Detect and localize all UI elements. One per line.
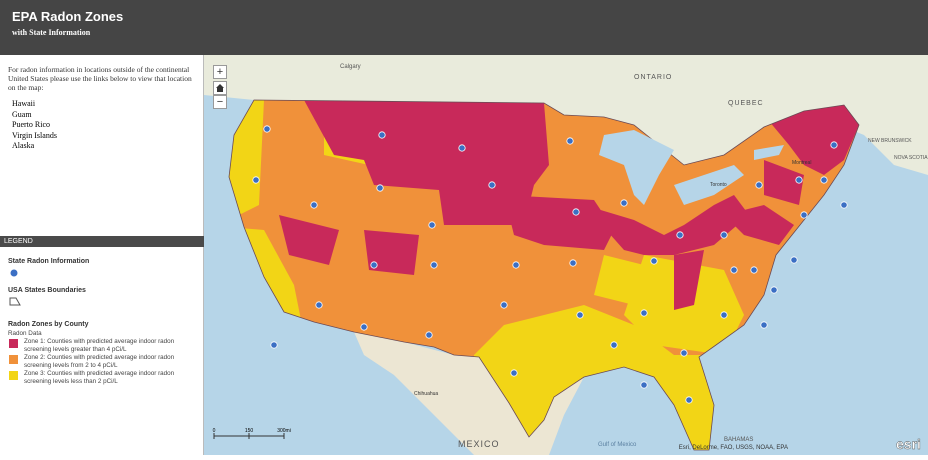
state-marker [650,257,658,265]
state-marker [576,311,584,319]
app-title: EPA Radon Zones [12,9,124,24]
state-marker [510,369,518,377]
state-marker [770,286,778,294]
state-marker [750,266,758,274]
link-list: Hawaii Guam Puerto Rico Virgin Islands Alask… [12,99,57,152]
place-label: Gulf of Mexico [598,442,637,448]
state-marker [566,137,574,145]
place-label: Chihuahua [414,391,438,397]
mexico [354,332,584,455]
state-marker [840,201,848,209]
legend-swatch [9,339,18,348]
state-marker [252,176,260,184]
great-lakes [599,130,784,205]
map[interactable]: Calgary ONTARIO QUEBEC Montreal Toronto NEW B… [204,55,928,455]
state-marker [370,261,378,269]
map-canvas: Calgary ONTARIO QUEBEC Montreal Toronto NEW B… [204,55,928,455]
state-marker [430,261,438,269]
state-marker [315,301,323,309]
app-subtitle: with State Information [12,28,91,37]
place-label: QUEBEC [728,100,764,107]
legend-field: Radon Data [8,330,42,337]
state-markers [252,125,848,404]
place-label: NOVA SCOTIA [894,155,928,161]
zoom-in[interactable]: + [213,65,227,79]
place-label: MEXICO [458,439,500,449]
state-marker [569,259,577,267]
location-link[interactable]: Hawaii [12,99,36,108]
marker-icon [9,268,19,278]
state-marker [360,323,368,331]
state-marker [820,176,828,184]
state-marker [428,221,436,229]
legend-layer-title: USA States Boundaries [8,287,86,294]
boundary-icon [9,297,21,306]
state-marker [488,181,496,189]
location-link[interactable]: Puerto Rico [12,120,50,129]
attribution: Esri, DeLorme, FAO, USGS, NOAA, EPA [679,445,788,451]
place-label: Calgary [340,64,361,70]
place-label: ONTARIO [634,74,672,81]
state-marker [730,266,738,274]
place-label: BAHAMAS [724,437,753,443]
state-marker [830,141,838,149]
home-button[interactable] [213,81,227,95]
legend-heading: LEGEND [0,236,204,247]
state-marker [676,231,684,239]
legend-swatch [9,371,18,380]
legend-layer-title: State Radon Information [8,258,90,265]
zoom-out[interactable]: − [213,95,227,109]
state-marker [425,331,433,339]
legend-layer-title: Radon Zones by County [8,321,89,328]
state-marker [270,341,278,349]
location-link[interactable]: Virgin Islands [12,130,57,140]
state-marker [458,144,466,152]
state-marker [795,176,803,184]
place-label: Toronto [710,182,727,188]
state-marker [800,211,808,219]
state-marker [720,231,728,239]
scale-label: 300mi [277,428,291,434]
location-link[interactable]: Guam [12,109,32,119]
legend-label: Zone 2: Counties with predicted average … [24,354,175,369]
place-label: Montreal [792,160,811,166]
header: EPA Radon Zones with State Information [0,0,928,55]
legend-label: Zone 3: Counties with predicted average … [24,370,175,385]
state-marker [685,396,693,404]
state-marker [263,125,271,133]
state-marker [378,131,386,139]
state-marker [720,311,728,319]
state-marker [640,381,648,389]
state-marker [755,181,763,189]
esri-logo: esri [896,436,921,452]
state-marker [376,184,384,192]
sidebar: For radon information in locations outsi… [0,55,204,455]
scale-label: 0 [213,428,216,434]
state-marker [790,256,798,264]
map-labels: Calgary ONTARIO QUEBEC Montreal Toronto NEW B… [340,64,928,449]
location-link[interactable]: Alaska [12,141,35,150]
state-marker [620,199,628,207]
legend-swatch [9,355,18,364]
state-marker [760,321,768,329]
state-marker [680,349,688,357]
state-marker [500,301,508,309]
scale-bar: 0 150 300mi [213,428,291,439]
state-marker [310,201,318,209]
state-marker [572,208,580,216]
intro-text: For radon information in locations outsi… [8,65,192,92]
legend-label: Zone 1: Counties with predicted average … [24,338,175,353]
scale-label: 150 [245,428,254,434]
state-marker [512,261,520,269]
place-label: NEW BRUNSWICK [868,138,912,144]
state-marker [610,341,618,349]
state-marker [640,309,648,317]
